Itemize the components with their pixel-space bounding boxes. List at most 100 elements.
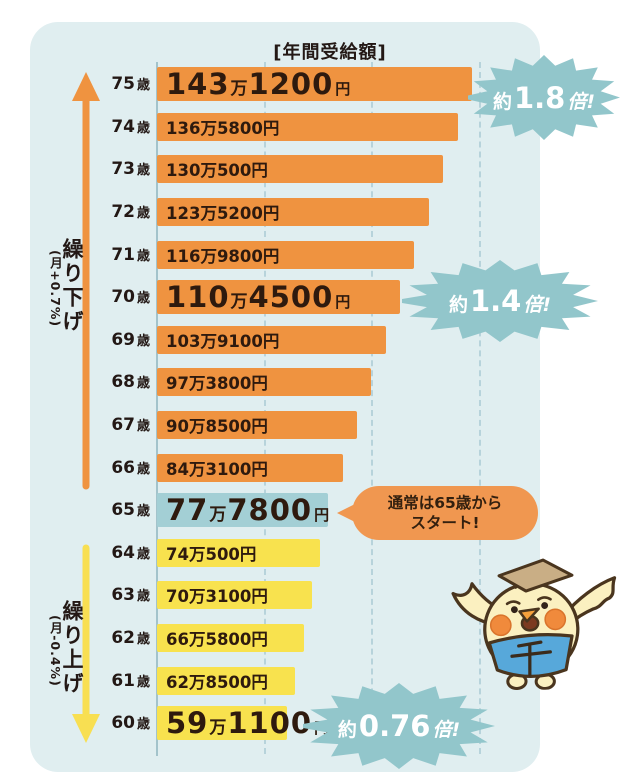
age-unit: 歳 [136, 291, 150, 307]
unit-yen: 円 [262, 331, 280, 351]
age-number: 68 [111, 372, 135, 393]
bar-row-age-64: 64 歳 74万500円 [93, 532, 472, 575]
age-unit: 歳 [136, 419, 150, 435]
value-man-digits: 84 [166, 459, 189, 479]
value-rest-digits: 9100 [216, 331, 263, 351]
bar-age-74: 136万5800円 [157, 112, 458, 141]
unit-man: 万 [200, 204, 217, 224]
bar-value: 143万1200 円 [166, 67, 350, 101]
age-unit: 歳 [136, 163, 150, 179]
bar-value: 84万3100円 [166, 456, 268, 480]
unit-yen: 円 [262, 118, 280, 138]
age-number: 62 [111, 628, 135, 649]
age-label: 69 歳 [93, 330, 157, 350]
age-unit: 歳 [136, 504, 150, 520]
bar-row-age-75: 75 歳 143万1200 円 [93, 63, 472, 106]
bar-value: 136万5800円 [166, 115, 279, 139]
age-number: 75 [111, 74, 135, 95]
value-rest-digits: 5800 [205, 630, 252, 650]
bar-age-69: 103万9100円 [157, 325, 386, 354]
value-rest-digits: 9800 [216, 246, 263, 266]
gridline [264, 62, 266, 754]
multiplier-burst-1-4: 約1.4 倍! [402, 260, 598, 342]
bar-row-age-70: 70 歳 110万4500 円 [93, 276, 472, 319]
bar-value: 77万7800 円 [166, 493, 329, 527]
unit-yen: 円 [251, 417, 268, 437]
value-rest-digits: 8500 [205, 672, 252, 692]
age-unit: 歳 [136, 589, 150, 605]
value-man-digits: 66 [166, 630, 189, 650]
bar-value: 62万8500円 [166, 669, 268, 693]
gridline [479, 62, 481, 754]
bar-value: 103万9100円 [166, 328, 279, 352]
age-unit: 歳 [136, 376, 150, 392]
value-rest-digits: 8500 [205, 417, 252, 437]
value-man-digits: 97 [166, 374, 189, 394]
unit-man: 万 [188, 374, 206, 394]
age-label: 62 歳 [93, 628, 157, 648]
age-number: 74 [111, 116, 135, 137]
age-unit: 歳 [136, 248, 150, 264]
age-unit: 歳 [136, 674, 150, 690]
bar-row-age-71: 71 歳 116万9800円 [93, 233, 472, 276]
bar-value: 123万5200円 [166, 200, 279, 224]
value-rest-digits: 1200 [248, 67, 334, 102]
value-rest-digits: 3100 [205, 587, 252, 607]
bar-age-65: 77万7800 円 [157, 493, 329, 528]
deferred-arrow-up-icon [70, 68, 102, 492]
age-number: 71 [111, 244, 135, 265]
value-man-digits: 110 [166, 280, 230, 315]
value-man-digits: 59 [166, 706, 209, 741]
value-man-digits: 136 [166, 118, 201, 138]
age-number: 69 [111, 329, 135, 350]
early-side-label: 繰り上げ (月-0.4%) [34, 558, 84, 738]
chart-title: [年間受給額] [273, 42, 387, 63]
unit-yen: 円 [262, 246, 280, 266]
age-label: 74 歳 [93, 117, 157, 137]
bar-age-68: 97万3800円 [157, 368, 371, 397]
burst-text: 約0.76 倍! [337, 709, 461, 743]
unit-man: 万 [188, 459, 206, 479]
value-man-digits: 77 [166, 493, 209, 528]
age-label: 60 歳 [93, 713, 157, 733]
age-label: 65 歳 [93, 500, 157, 520]
deferred-rate: (月+0.7%) [48, 250, 63, 328]
bar-value: 59万1100円 [166, 706, 329, 740]
bar-row-age-68: 68 歳 97万3800円 [93, 361, 472, 404]
age-label: 72 歳 [93, 202, 157, 222]
unit-yen: 円 [335, 80, 351, 99]
age-label: 63 歳 [93, 585, 157, 605]
bar-row-age-74: 74 歳 136万5800円 [93, 106, 472, 149]
unit-man: 万 [230, 79, 248, 100]
age-label: 71 歳 [93, 245, 157, 265]
unit-man: 万 [200, 331, 217, 351]
bar-row-age-67: 67 歳 90万8500円 [93, 404, 472, 447]
unit-yen: 円 [251, 672, 268, 692]
age-number: 64 [111, 542, 135, 563]
bar-age-61: 62万8500円 [157, 666, 295, 695]
age-unit: 歳 [136, 632, 150, 648]
value-rest-digits: 7800 [227, 493, 313, 528]
bar-value: 70万3100円 [166, 583, 268, 607]
value-man-digits: 130 [166, 161, 201, 181]
value-rest-digits: 3800 [205, 374, 252, 394]
value-man-digits: 143 [166, 67, 230, 102]
gridline [371, 62, 373, 754]
bar-age-64: 74万500円 [157, 538, 320, 567]
unit-yen: 円 [239, 544, 257, 564]
burst-text: 約1.4 倍! [448, 284, 552, 318]
bar-value: 110万4500 円 [166, 280, 350, 314]
bar-age-66: 84万3100円 [157, 453, 343, 482]
start-note-line2: スタート! [410, 514, 480, 532]
age-unit: 歳 [136, 120, 150, 136]
early-title: 繰り上げ [60, 600, 84, 696]
bar-row-age-66: 66 歳 84万3100円 [93, 446, 472, 489]
bar-row-age-72: 72 歳 123万5200円 [93, 191, 472, 234]
unit-yen: 円 [314, 506, 330, 525]
unit-yen: 円 [251, 459, 268, 479]
unit-yen: 円 [251, 374, 268, 394]
bar-row-age-60: 60歳 59万1100円 [93, 702, 472, 745]
bar-row-age-73: 73 歳 130万500円 [93, 148, 472, 191]
bar-value: 97万3800円 [166, 370, 268, 394]
